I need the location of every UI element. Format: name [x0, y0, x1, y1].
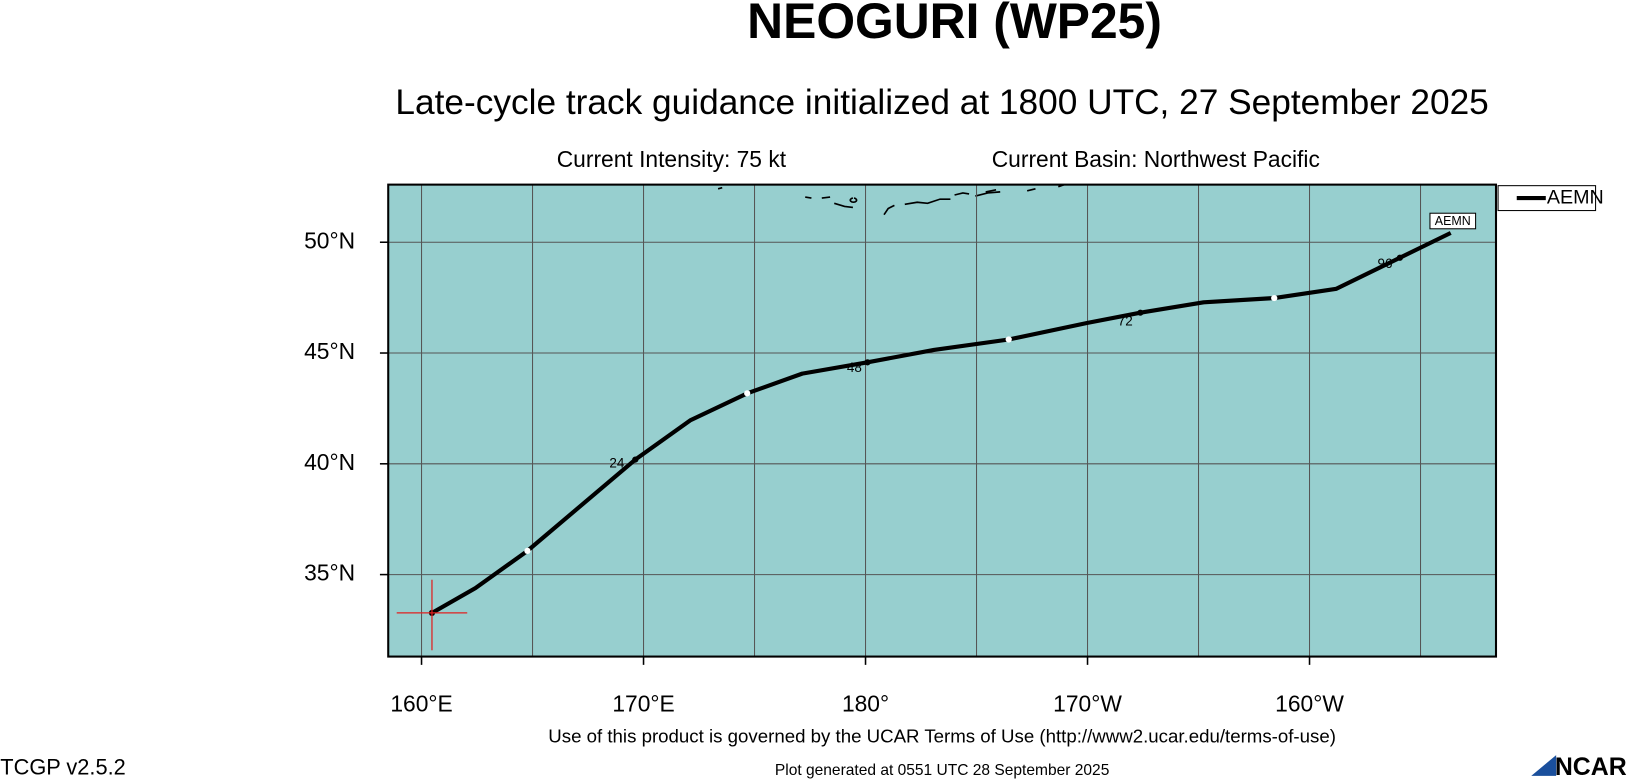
forecast-hour: 48	[847, 360, 862, 375]
forecast-hour: 24	[609, 455, 624, 470]
x-tick-label: 170°W	[1053, 690, 1122, 716]
track-marker	[1005, 336, 1012, 343]
coastline	[717, 183, 1065, 216]
x-tick-label: 160°E	[390, 690, 452, 716]
y-tick-label: 40°N	[304, 449, 355, 475]
legend-box	[1497, 185, 1597, 212]
generated: Plot generated at 0551 UTC 28 September …	[775, 762, 1109, 779]
track-marker	[744, 390, 751, 397]
x-tick-label: 170°E	[612, 690, 674, 716]
track-marker	[864, 359, 871, 366]
track-marker	[1137, 309, 1144, 316]
y-tick-label: 50°N	[304, 227, 355, 253]
logo-mark	[1531, 755, 1557, 776]
track-label: AEMN	[1435, 214, 1471, 228]
track-marker	[1396, 254, 1403, 261]
y-tick-label: 45°N	[304, 338, 355, 364]
track-marker	[524, 547, 531, 554]
map-plot: AEMN 24 48 72 96	[387, 183, 1498, 658]
intensity: Current Intensity: 75 kt	[557, 146, 787, 172]
basin: Current Basin: Northwest Pacific	[992, 146, 1320, 172]
subtitle: Late-cycle track guidance initialized at…	[395, 83, 1488, 122]
track-label-box	[1429, 212, 1477, 230]
track-line	[430, 231, 1452, 615]
x-tick-label: 180°	[842, 690, 889, 716]
chart-title: NEOGURI (WP25)	[747, 0, 1162, 49]
x-tick-label: 160°W	[1275, 690, 1344, 716]
map-frame	[387, 183, 1498, 658]
map-background	[388, 184, 1497, 657]
track-marker	[1271, 294, 1278, 302]
forecast-hour: 96	[1378, 256, 1393, 271]
y-tick-label: 35°N	[304, 560, 355, 586]
footer: Use of this product is governed by the U…	[548, 725, 1336, 746]
version: TCGP v2.5.2	[0, 754, 125, 779]
logo: NCAR	[1555, 753, 1627, 780]
track-marker	[632, 456, 639, 463]
forecast-hour: 72	[1118, 314, 1133, 329]
legend-label: AEMN	[1547, 186, 1604, 208]
